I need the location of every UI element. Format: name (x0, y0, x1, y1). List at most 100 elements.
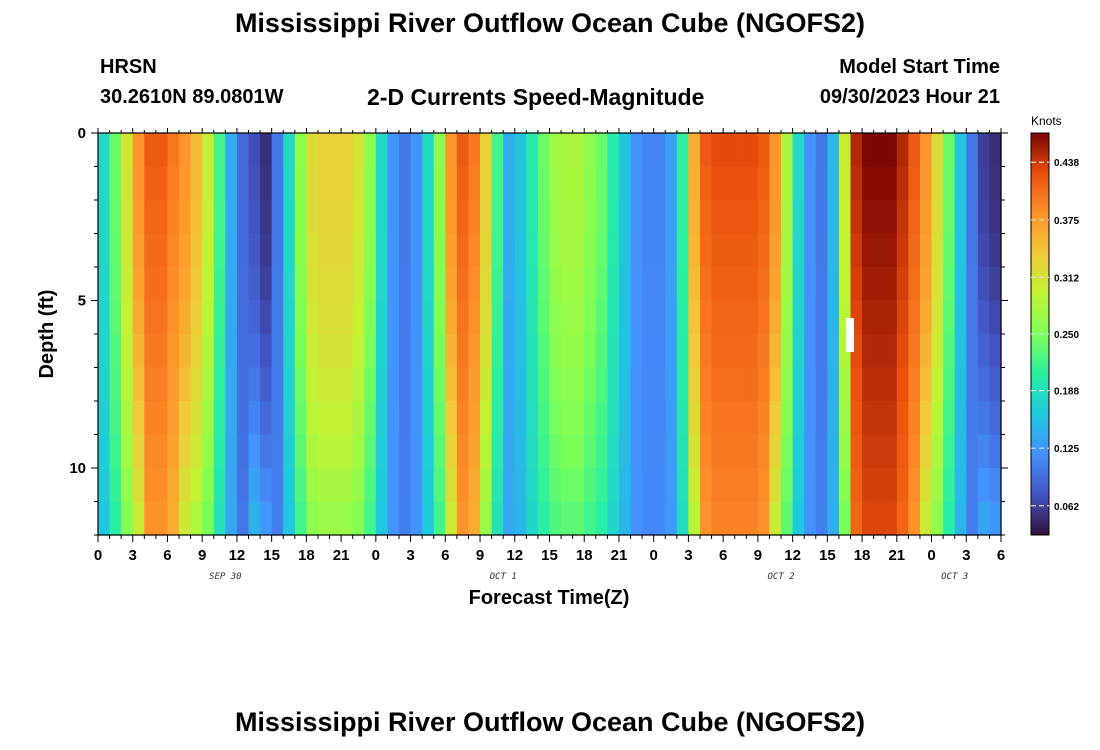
heatmap-cell (317, 334, 331, 369)
heatmap-cell (480, 501, 493, 536)
x-tick-label: 12 (506, 547, 523, 564)
heatmap-cell (491, 334, 504, 369)
heatmap-cell (688, 468, 701, 503)
heatmap-cell (317, 133, 331, 168)
heatmap-cell (317, 233, 331, 268)
heatmap-cell (260, 300, 273, 335)
heatmap-cell (422, 200, 435, 235)
heatmap-cell (329, 501, 342, 536)
heatmap-cell (225, 166, 238, 201)
heatmap-cell (804, 166, 817, 201)
heatmap-cell (121, 367, 134, 402)
heatmap-cell (445, 300, 458, 335)
heatmap-cell (225, 334, 238, 369)
heatmap-cell (341, 434, 354, 469)
heatmap-cell (769, 434, 782, 469)
heatmap-cell (248, 334, 261, 369)
heatmap-cell (190, 367, 203, 402)
heatmap-cell (480, 367, 493, 402)
heatmap-cell (132, 233, 145, 268)
heatmap-cell (769, 133, 782, 168)
heatmap-cell (618, 166, 632, 201)
heatmap-cell (954, 200, 967, 235)
heatmap-cell (607, 401, 620, 436)
heatmap-cell (630, 200, 643, 235)
x-tick-label: 18 (576, 547, 593, 564)
heatmap-cell (665, 334, 678, 369)
heatmap-cell (584, 367, 597, 402)
heatmap-cell (595, 434, 608, 469)
heatmap-cell (549, 434, 562, 469)
heatmap-cell (294, 133, 307, 168)
heatmap-cell (595, 267, 608, 302)
date-label: OCT 3 (941, 572, 968, 582)
heatmap-cell (480, 401, 493, 436)
heatmap-cell (966, 166, 979, 201)
heatmap-cell (561, 434, 574, 469)
heatmap-cell (700, 300, 713, 335)
heatmap-cell (491, 501, 504, 536)
heatmap-cell (260, 334, 273, 369)
heatmap-cell (387, 401, 400, 436)
heatmap-cell (966, 334, 979, 369)
heatmap-cell (514, 501, 527, 536)
heatmap-cell (537, 267, 551, 302)
heatmap-cell (885, 200, 898, 235)
heatmap-cell (121, 166, 134, 201)
heatmap-cell (179, 334, 192, 369)
heatmap-cell (236, 300, 250, 335)
heatmap-cell (271, 200, 284, 235)
heatmap-cell (827, 233, 840, 268)
heatmap-cell (827, 501, 840, 536)
variable-title: 2-D Currents Speed-Magnitude (367, 84, 705, 110)
heatmap-cell (804, 200, 817, 235)
heatmap-cell (179, 434, 192, 469)
heatmap-cell (132, 434, 145, 469)
heatmap-cell (792, 468, 805, 503)
heatmap-cell (966, 233, 979, 268)
date-label: SEP 30 (209, 572, 242, 582)
heatmap-cell (456, 434, 470, 469)
heatmap-cell (688, 267, 701, 302)
heatmap-cell (364, 401, 377, 436)
heatmap-cell (480, 166, 493, 201)
heatmap-cell (757, 401, 771, 436)
heatmap-cell (943, 267, 956, 302)
heatmap-cell (98, 501, 111, 536)
heatmap-cell (781, 166, 794, 201)
heatmap-cell (317, 434, 331, 469)
heatmap-cell (329, 434, 342, 469)
heatmap-cell (202, 334, 215, 369)
heatmap-cell (850, 501, 863, 536)
heatmap-cell (341, 200, 354, 235)
heatmap-cell (387, 468, 400, 503)
heatmap-cell (943, 200, 956, 235)
heatmap-cell (943, 401, 956, 436)
heatmap-cell (746, 434, 759, 469)
heatmap-cell (167, 267, 180, 302)
heatmap-cell (329, 300, 342, 335)
heatmap-cell (271, 267, 284, 302)
heatmap-cell (410, 501, 423, 536)
heatmap-cell (734, 334, 747, 369)
heatmap-cell (815, 233, 828, 268)
heatmap-cell (260, 434, 273, 469)
heatmap-cell (248, 401, 261, 436)
heatmap-cell (873, 434, 886, 469)
heatmap-cell (306, 501, 319, 536)
heatmap-cell (746, 166, 759, 201)
heatmap-cell (815, 434, 828, 469)
heatmap-cell (341, 233, 354, 268)
heatmap-cell (815, 200, 828, 235)
heatmap-cell (896, 233, 909, 268)
heatmap-cell (283, 300, 296, 335)
heatmap-cell (260, 267, 273, 302)
heatmap-cell (294, 401, 307, 436)
heatmap-cell (630, 133, 643, 168)
heatmap-cell (595, 367, 608, 402)
heatmap-cell (248, 434, 261, 469)
heatmap-cell (549, 401, 562, 436)
heatmap-cell (341, 501, 354, 536)
heatmap-cell (387, 233, 400, 268)
heatmap-cell (109, 300, 122, 335)
